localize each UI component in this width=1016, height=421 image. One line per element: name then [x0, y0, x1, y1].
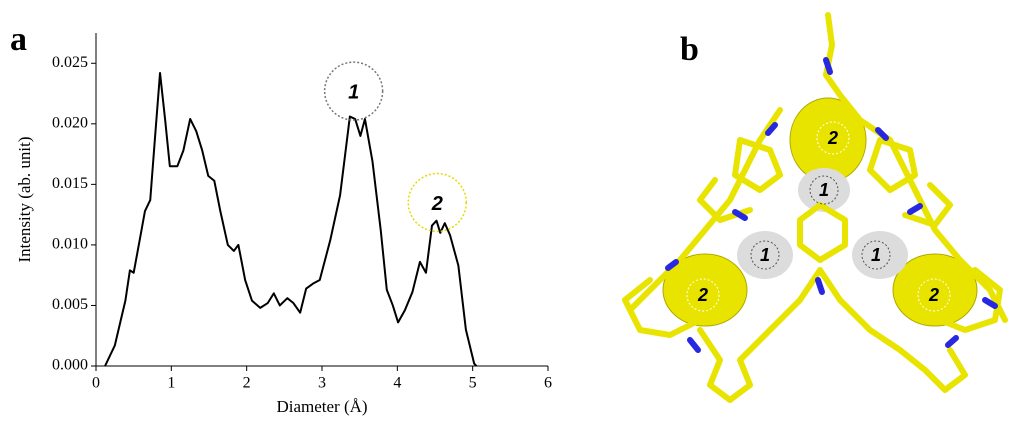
bond-n: [875, 127, 889, 141]
annotation-circle: [407, 172, 468, 233]
annotation-circle: [323, 61, 384, 121]
pore-blob: [892, 253, 978, 327]
bond: [867, 137, 918, 193]
panel-label: b: [680, 31, 699, 68]
bond: [902, 182, 953, 228]
x-tick-label: 3: [318, 375, 326, 392]
x-tick-label: 1: [167, 375, 175, 392]
pore-circle: [861, 240, 891, 270]
x-tick-label: 4: [393, 375, 401, 392]
pore-blob: [737, 231, 793, 279]
annotation-label: 1: [348, 81, 359, 103]
bond: [797, 202, 848, 263]
bond: [937, 267, 1003, 333]
bond-n: [665, 259, 679, 271]
molecule-image: b 1 1 1 2 2 2: [622, 12, 1008, 403]
pore-label: 2: [928, 285, 939, 305]
pore-circle: [816, 121, 850, 155]
bond-n: [823, 57, 833, 75]
pore-label: 1: [819, 180, 829, 200]
pore-blob: [662, 253, 748, 327]
pore-blob: [852, 231, 908, 279]
bond-n: [815, 277, 825, 295]
annotation-label: 2: [431, 193, 443, 215]
pore-circle: [917, 278, 951, 312]
pore-circle: [809, 175, 839, 205]
x-axis-title: Diameter (Å): [276, 397, 367, 416]
y-tick-label: 0.025: [52, 54, 88, 71]
bond: [732, 137, 783, 193]
x-tick-label: 2: [243, 375, 251, 392]
pore-circle: [750, 240, 780, 270]
y-tick-label: 0.000: [52, 357, 88, 374]
pore-label: 1: [871, 245, 881, 265]
pore-label: 2: [697, 285, 708, 305]
x-tick-label: 0: [92, 375, 100, 392]
x-tick-label: 6: [544, 375, 552, 392]
y-tick-label: 0.005: [52, 296, 88, 313]
bond-n: [982, 297, 998, 309]
bond-n: [687, 337, 701, 353]
pore-label: 1: [760, 245, 770, 265]
y-tick-label: 0.010: [52, 236, 88, 253]
y-tick-label: 0.020: [52, 114, 88, 131]
y-tick-label: 0.015: [52, 175, 88, 192]
bond-n: [732, 209, 748, 221]
panel-label: a: [10, 21, 27, 58]
data-line: [104, 71, 478, 367]
bond: [622, 277, 703, 338]
bond-n: [945, 335, 959, 348]
x-tick-label: 5: [469, 375, 477, 392]
bond-n: [765, 122, 778, 136]
y-axis-title: Intensity (ab. unit): [15, 136, 34, 262]
pore-blob: [798, 168, 850, 212]
pore-circle: [686, 278, 720, 312]
bond-n: [907, 203, 923, 215]
pore-label: 2: [827, 128, 838, 148]
bond: [697, 267, 968, 403]
